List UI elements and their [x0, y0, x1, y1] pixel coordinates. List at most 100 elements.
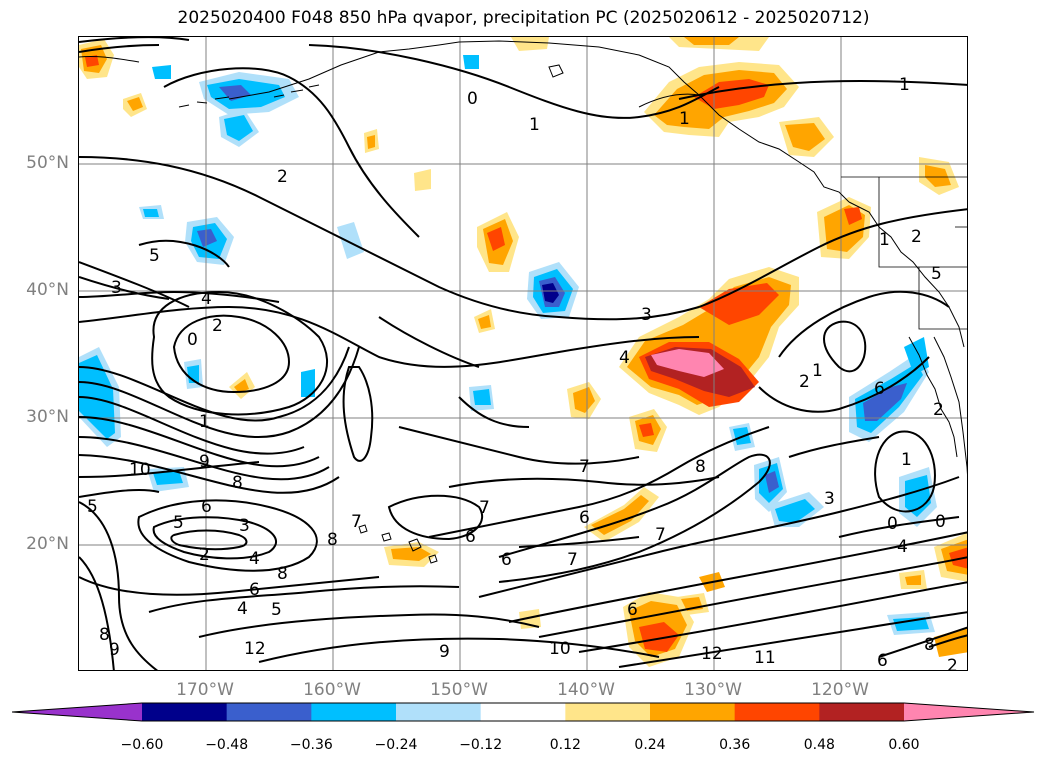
colorbar-tick-label: 0.60 [888, 737, 920, 753]
contour-label: 6 [877, 651, 888, 671]
negative-anomaly-patch [301, 369, 315, 397]
map-plot-area[interactable]: 1 1 0 2 5 3 4 2 0 1 10 9 8 6 5 3 2 4 6 8… [78, 36, 968, 671]
contour-label: 1 [899, 75, 910, 95]
contour-label: 1 [879, 230, 890, 250]
contour-label: 7 [351, 512, 362, 532]
state-border [878, 177, 967, 268]
contour-line [498, 453, 771, 583]
colorbar-tick-label: −0.48 [205, 737, 249, 753]
contour-line [578, 581, 967, 653]
contour-label: 9 [109, 640, 120, 660]
colorbar [12, 702, 1035, 722]
contour-line [823, 320, 867, 373]
contour-line [308, 44, 720, 119]
positive-anomaly-patch [85, 55, 99, 67]
contour-label: 4 [249, 549, 260, 569]
negative-anomaly-patch [153, 471, 183, 485]
contour-line [79, 261, 190, 308]
contour-label: 2 [799, 372, 810, 392]
positive-anomaly-patch [391, 547, 431, 561]
colorbar-tick-label: 0.24 [634, 737, 666, 753]
bc-coastline [848, 201, 965, 348]
negative-anomaly-patch [542, 283, 559, 303]
negative-anomaly-patch [152, 65, 171, 79]
colorbar-tick-label: −0.60 [120, 737, 164, 753]
positive-anomaly-patch [684, 37, 739, 45]
negative-anomaly-patch [893, 617, 929, 631]
positive-anomaly-patch [573, 387, 595, 413]
contour-label: 2 [933, 400, 944, 420]
contour-label: 8 [327, 530, 338, 550]
contour-labels: 1 1 0 2 5 3 4 2 0 1 10 9 8 6 5 3 2 4 6 8… [87, 75, 958, 671]
colorbar-tick-label: −0.12 [459, 737, 503, 753]
thin-contour-line [79, 56, 140, 63]
positive-anomaly-patch [949, 547, 967, 569]
colorbar-outline [12, 702, 1035, 722]
contour-line [518, 536, 640, 548]
colorbar-extend-low [12, 703, 142, 721]
contour-line [838, 516, 960, 538]
baja-coastline [908, 336, 958, 458]
contour-line [79, 416, 320, 468]
contour-line [79, 454, 340, 494]
contour-label: 5 [87, 497, 98, 517]
lon-label-160w: 160°W [303, 680, 361, 700]
map-title: 2025020400 F048 850 hPa qvapor, precipit… [177, 8, 870, 28]
colorbar-segment [226, 703, 312, 721]
lon-label-170w: 170°W [176, 680, 234, 700]
positive-anomaly-patch [234, 379, 249, 393]
aleutian-islands [178, 84, 320, 108]
contour-label: 0 [467, 89, 478, 109]
contour-line [172, 314, 291, 394]
positive-anomaly-patch [651, 349, 724, 377]
positive-anomaly-patch [414, 169, 431, 191]
contour-line [448, 476, 720, 488]
lat-label-20n: 20°N [26, 534, 69, 554]
island-outline [408, 538, 422, 552]
contour-label: 7 [479, 498, 490, 518]
contour-label: 7 [655, 525, 666, 545]
colorbar-segment [565, 703, 651, 721]
lon-label-150w: 150°W [430, 680, 488, 700]
colorbar-tick-label: 0.48 [803, 737, 835, 753]
colorbar-segment [396, 703, 482, 721]
positive-anomaly-patch [127, 97, 143, 111]
contour-label: 7 [567, 550, 578, 570]
contour-line [458, 396, 530, 428]
contour-line [79, 488, 160, 498]
contour-label: 3 [824, 489, 835, 509]
contour-line [874, 430, 936, 513]
lon-label-130w: 130°W [684, 680, 742, 700]
negative-anomaly-patch [765, 471, 779, 493]
contour-label: 6 [465, 527, 476, 547]
contour-label: 1 [679, 109, 690, 129]
contour-line [928, 634, 967, 648]
contour-label: 1 [529, 115, 540, 135]
contour-line [79, 44, 160, 53]
contour-label: 0 [935, 512, 946, 532]
colorbar-tick-label: −0.36 [289, 737, 333, 753]
contour-label: 1 [812, 361, 823, 381]
contour-label: 4 [201, 289, 212, 309]
contour-label: 1 [901, 450, 912, 470]
contour-line [79, 305, 700, 368]
colorbar-segment [142, 703, 228, 721]
lat-label-40n: 40°N [26, 280, 69, 300]
mexico-coastline [933, 336, 967, 475]
negative-anomaly-patch [463, 55, 479, 69]
negative-anomaly-patch [337, 222, 364, 259]
negative-anomaly-patch [473, 389, 491, 405]
contour-line [378, 316, 480, 368]
colorbar-tick-label: −0.24 [374, 737, 418, 753]
contour-line [878, 626, 967, 658]
contour-label: 12 [244, 639, 266, 659]
contour-label: 12 [701, 644, 723, 664]
contour-label: 9 [199, 452, 210, 472]
colorbar-segment [480, 703, 566, 721]
negative-anomaly-patch [224, 115, 253, 141]
contour-label: 2 [212, 316, 223, 336]
contour-label: 5 [149, 246, 160, 266]
contour-label: 2 [911, 227, 922, 247]
contour-label: 1 [199, 412, 210, 432]
positive-anomaly-patch [699, 283, 779, 325]
